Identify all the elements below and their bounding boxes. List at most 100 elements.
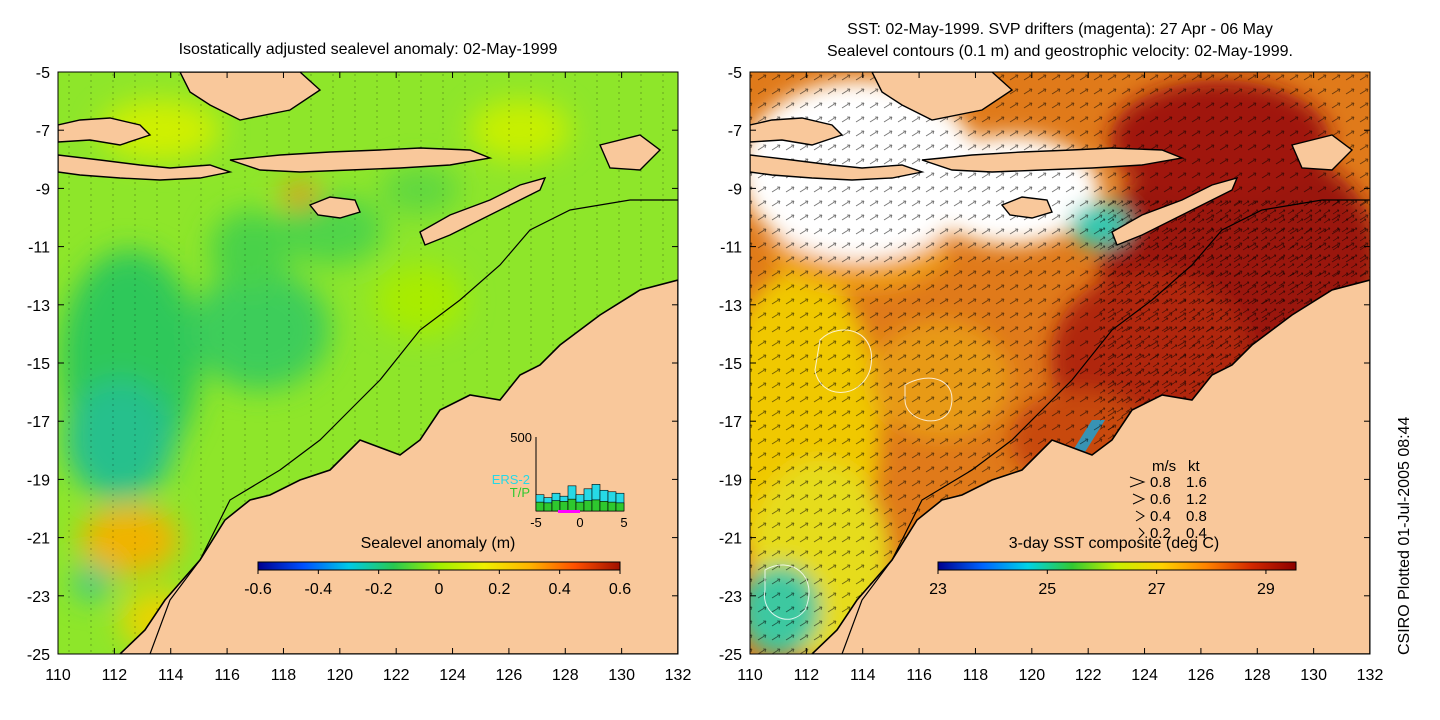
left-x-tick-label: 130 (608, 667, 635, 684)
inset-bar-tp (567, 498, 577, 512)
left-y-tick-label: -7 (36, 123, 50, 140)
sla-timor-land (419, 176, 547, 246)
velocity-arrow-icon (1138, 527, 1145, 539)
colorbar-tick-label: 0.4 (549, 581, 571, 598)
colorbar-tick-label: 29 (1257, 581, 1275, 598)
inset-legend-label: ERS-2 (492, 472, 530, 487)
left-x-tick-label: 114 (158, 667, 184, 684)
right-y-tick-label: -5 (728, 65, 742, 82)
colorbar-tick-label: 0.2 (488, 581, 510, 598)
inset-date-marker (558, 510, 580, 513)
sst-colorbar-label: 3-day SST composite (deg C) (1009, 535, 1219, 552)
left-x-tick-label: 126 (496, 667, 523, 684)
sla-java-land (58, 117, 152, 146)
right-y-tick-label: -11 (720, 240, 742, 257)
left-y-tick-label: -21 (27, 531, 50, 548)
sla-sumbawa-bali-land (58, 154, 233, 181)
left-x-tick-label: 124 (439, 667, 466, 684)
velocity-arrow-icon (1129, 476, 1146, 488)
right-x-tick-label: 124 (1131, 667, 1158, 684)
inset-bar-tp (591, 499, 601, 512)
sla-colorbar: -0.6 -0.4 -0.2 0 0.2 0.4 0.6 (244, 561, 631, 598)
inset-x-tick-label: 5 (620, 515, 627, 530)
sla-flores-land (229, 147, 493, 173)
right-x-tick-label: 116 (906, 667, 932, 684)
right-y-tick-label: -17 (719, 414, 742, 431)
right-y-tick-label: -9 (728, 181, 742, 198)
left-y-tick-label: -9 (36, 181, 50, 198)
left-x-tick-label: 128 (552, 667, 579, 684)
left-y-tick-label: -23 (27, 589, 50, 606)
sst-australia-land (810, 279, 1370, 654)
left-x-tick-label: 122 (383, 667, 410, 684)
sst-eastern-islands-land (1291, 134, 1354, 171)
right-x-tick-label: 118 (963, 667, 989, 684)
velocity-legend: m/s kt0.8 1.60.6 1.20.4 0.80.2 0.4 (1129, 458, 1207, 542)
inset-bar-tp (535, 501, 545, 512)
left-x-tick-label: 112 (102, 667, 128, 684)
right-x-tick-label: 112 (794, 667, 820, 684)
colorbar-tick-label: -0.2 (365, 581, 393, 598)
inset-x-tick-label: -5 (530, 515, 542, 530)
left-x-tick-label: 120 (326, 667, 353, 684)
right-x-tick-label: 120 (1018, 667, 1045, 684)
colorbar-tick-label: 25 (1038, 581, 1056, 598)
right-x-tick-label: 126 (1188, 667, 1215, 684)
right-x-tick-label: 132 (1357, 667, 1384, 684)
velocity-legend-kt: 1.6 (1186, 474, 1207, 491)
velocity-legend-header-ms: m/s (1152, 458, 1176, 475)
sla-inset-histogram: 500 -5 0 5 ERS-2T/P (492, 430, 628, 530)
axes-labels: 110 112 114 116 118 120 122 124 126 128 130 132 -5 -7… (27, 65, 1384, 684)
sst-shelf-contour (841, 199, 1370, 654)
left-x-tick-label: 132 (665, 667, 692, 684)
sst-sealevel-contour (814, 329, 873, 393)
velocity-legend-ms: 0.4 (1150, 508, 1171, 525)
colorbar-tick-label: -0.6 (244, 581, 272, 598)
inset-bar-tp (559, 501, 569, 512)
velocity-arrow-icon (1135, 510, 1145, 522)
sst-sumbawa-bali-land (750, 154, 925, 181)
right-y-tick-label: -13 (719, 298, 742, 315)
right-y-tick-label: -19 (719, 472, 742, 489)
colorbar-tick-label: 0 (435, 581, 444, 598)
sst-sealevel-contour (904, 377, 953, 422)
velocity-legend-header-kt: kt (1188, 458, 1201, 475)
left-x-tick-label: 116 (214, 667, 240, 684)
right-x-tick-label: 130 (1300, 667, 1327, 684)
sla-eastern-islands-land (599, 134, 662, 171)
velocity-legend-kt: 0.8 (1186, 508, 1207, 525)
sla-australia-land (118, 279, 678, 654)
right-panel-title-line2: Sealevel contours (0.1 m) and geostrophi… (826, 43, 1293, 60)
left-y-tick-label: -15 (27, 356, 50, 373)
left-y-tick-label: -17 (27, 414, 50, 431)
velocity-legend-ms: 0.8 (1150, 474, 1171, 491)
right-x-tick-label: 114 (850, 667, 876, 684)
velocity-arrow-icon (1132, 493, 1146, 505)
colorbar-ramp (257, 561, 621, 571)
left-y-tick-label: -13 (27, 298, 50, 315)
inset-bar-tp (607, 501, 617, 512)
right-x-tick-label: 110 (737, 667, 763, 684)
sst-timor-land (1111, 176, 1239, 246)
left-x-tick-label: 118 (271, 667, 297, 684)
right-y-tick-label: -25 (719, 647, 742, 664)
right-x-tick-label: 122 (1075, 667, 1102, 684)
inset-legend-label: T/P (510, 485, 530, 500)
sst-java-land (750, 117, 844, 146)
inset-bar-tp (575, 501, 585, 512)
inset-bar-tp (543, 502, 553, 512)
left-y-tick-label: -25 (27, 647, 50, 664)
colorbar-tick-label: 23 (929, 581, 947, 598)
velocity-legend-ms: 0.2 (1150, 525, 1171, 542)
colorbar-ramp (937, 561, 1297, 571)
sst-northern-land (871, 72, 1014, 121)
sst-flores-land (921, 147, 1185, 173)
credit-label: CSIRO Plotted 01-Jul-2005 08:44 (1396, 416, 1413, 655)
inset-y-tick-label: 500 (510, 430, 532, 445)
sla-northern-land (179, 72, 322, 121)
colorbar-tick-label: 0.6 (609, 581, 631, 598)
right-panel-title-line1: SST: 02-May-1999. SVP drifters (magenta)… (847, 21, 1273, 38)
sla-map (58, 72, 678, 654)
inset-bar-tp (599, 501, 609, 512)
